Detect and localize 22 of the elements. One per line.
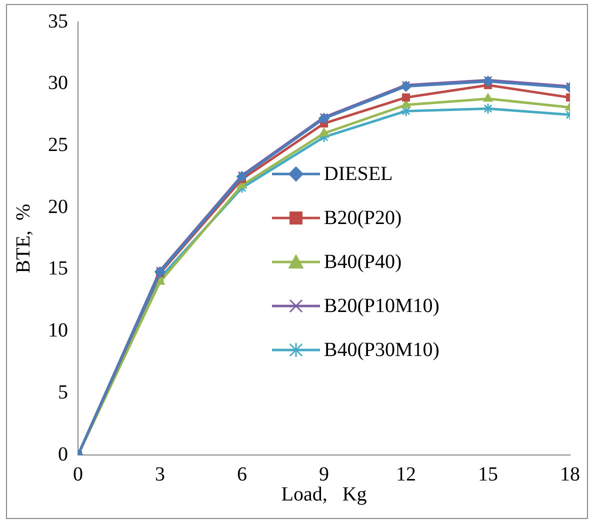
legend-label: B40(P30M10) <box>324 338 440 362</box>
y-tick-label: 30 <box>48 72 68 94</box>
x-tick-label: 0 <box>73 463 83 486</box>
y-tick-label: 20 <box>48 196 68 218</box>
y-tick-label: 10 <box>48 320 68 342</box>
x-tick-label: 18 <box>560 463 580 486</box>
x-axis-title: Load, Kg <box>281 483 367 506</box>
legend-label: B20(P10M10) <box>324 294 440 318</box>
y-tick-label: 0 <box>58 443 68 466</box>
legend-label: B40(P40) <box>324 250 402 274</box>
x-tick-label: 3 <box>155 463 165 486</box>
x-tick-label: 15 <box>478 463 498 486</box>
x-tick-label: 12 <box>396 463 416 486</box>
y-axis-title: BTE, % <box>12 204 34 274</box>
y-tick-label: 15 <box>48 258 68 280</box>
y-tick-label: 35 <box>48 10 68 32</box>
x-tick-label: 9 <box>319 463 329 486</box>
x-tick-label: 6 <box>237 463 247 486</box>
legend-label: DIESEL <box>324 162 393 186</box>
y-tick-label: 5 <box>58 381 68 404</box>
legend-label: B20(P20) <box>324 206 402 230</box>
y-tick-label: 25 <box>48 134 68 156</box>
